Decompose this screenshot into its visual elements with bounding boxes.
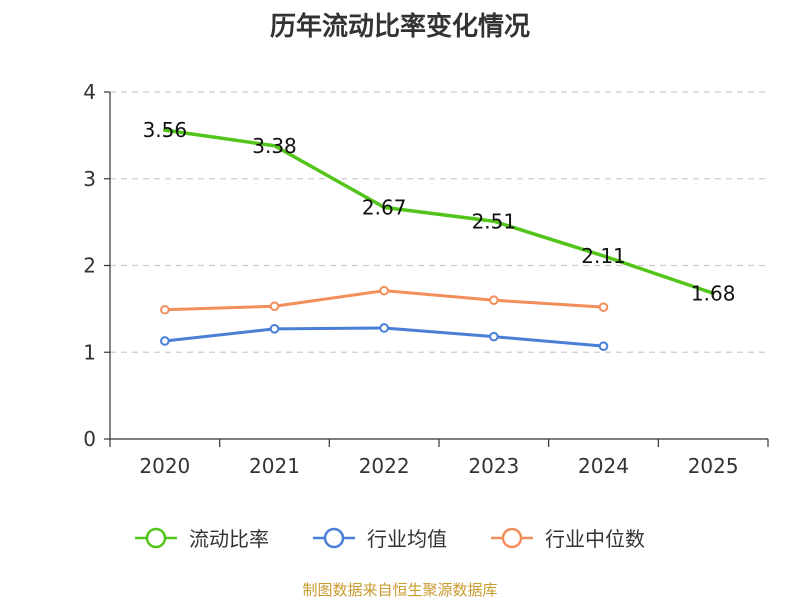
legend-label: 行业均值: [367, 527, 447, 551]
data-label: 1.68: [691, 281, 736, 305]
y-tick-label: 0: [83, 427, 96, 451]
x-tick-label: 2021: [249, 454, 300, 478]
data-point: [160, 336, 170, 346]
x-tick-label: 2023: [468, 454, 519, 478]
data-point: [160, 304, 170, 315]
legend-label: 行业中位数: [545, 527, 645, 551]
x-tick-label: 2022: [359, 454, 410, 478]
y-tick-label: 4: [83, 80, 96, 104]
data-point: [269, 301, 280, 312]
data-label: 2.11: [581, 244, 626, 268]
y-tick-label: 2: [83, 254, 96, 278]
data-label: 3.38: [252, 134, 297, 158]
data-point: [489, 331, 499, 342]
data-point: [598, 302, 609, 312]
legend-marker: [145, 527, 167, 549]
legend: 流动比率 行业均值 行业中位数: [135, 527, 645, 551]
y-tick-label: 3: [83, 167, 96, 191]
data-label: 2.51: [472, 209, 517, 233]
data-point: [379, 323, 389, 333]
axes: 0 1 2 3 4 2020 2021 2022 2023 2024 2025: [83, 80, 769, 478]
series-lines: [160, 128, 715, 351]
data-point: [379, 285, 389, 296]
source-note: 制图数据来自恒生聚源数据库: [302, 581, 498, 599]
grid-lines: [110, 91, 768, 353]
data-label: 3.56: [143, 118, 188, 142]
data-point: [598, 341, 609, 351]
y-tick-label: 1: [83, 340, 96, 364]
legend-label: 流动比率: [189, 527, 269, 551]
data-label: 2.67: [362, 195, 407, 219]
x-tick-label: 2024: [578, 454, 629, 478]
data-point: [269, 324, 280, 334]
legend-marker: [323, 527, 345, 549]
data-point: [489, 295, 499, 306]
x-tick-label: 2025: [688, 454, 739, 478]
series-line: [163, 128, 715, 296]
data-labels: 3.56 3.38 2.67 2.51 2.11 1.68: [143, 118, 736, 305]
legend-marker: [501, 527, 523, 549]
chart-title: 历年流动比率变化情况: [269, 12, 530, 42]
x-tick-label: 2020: [139, 454, 190, 478]
